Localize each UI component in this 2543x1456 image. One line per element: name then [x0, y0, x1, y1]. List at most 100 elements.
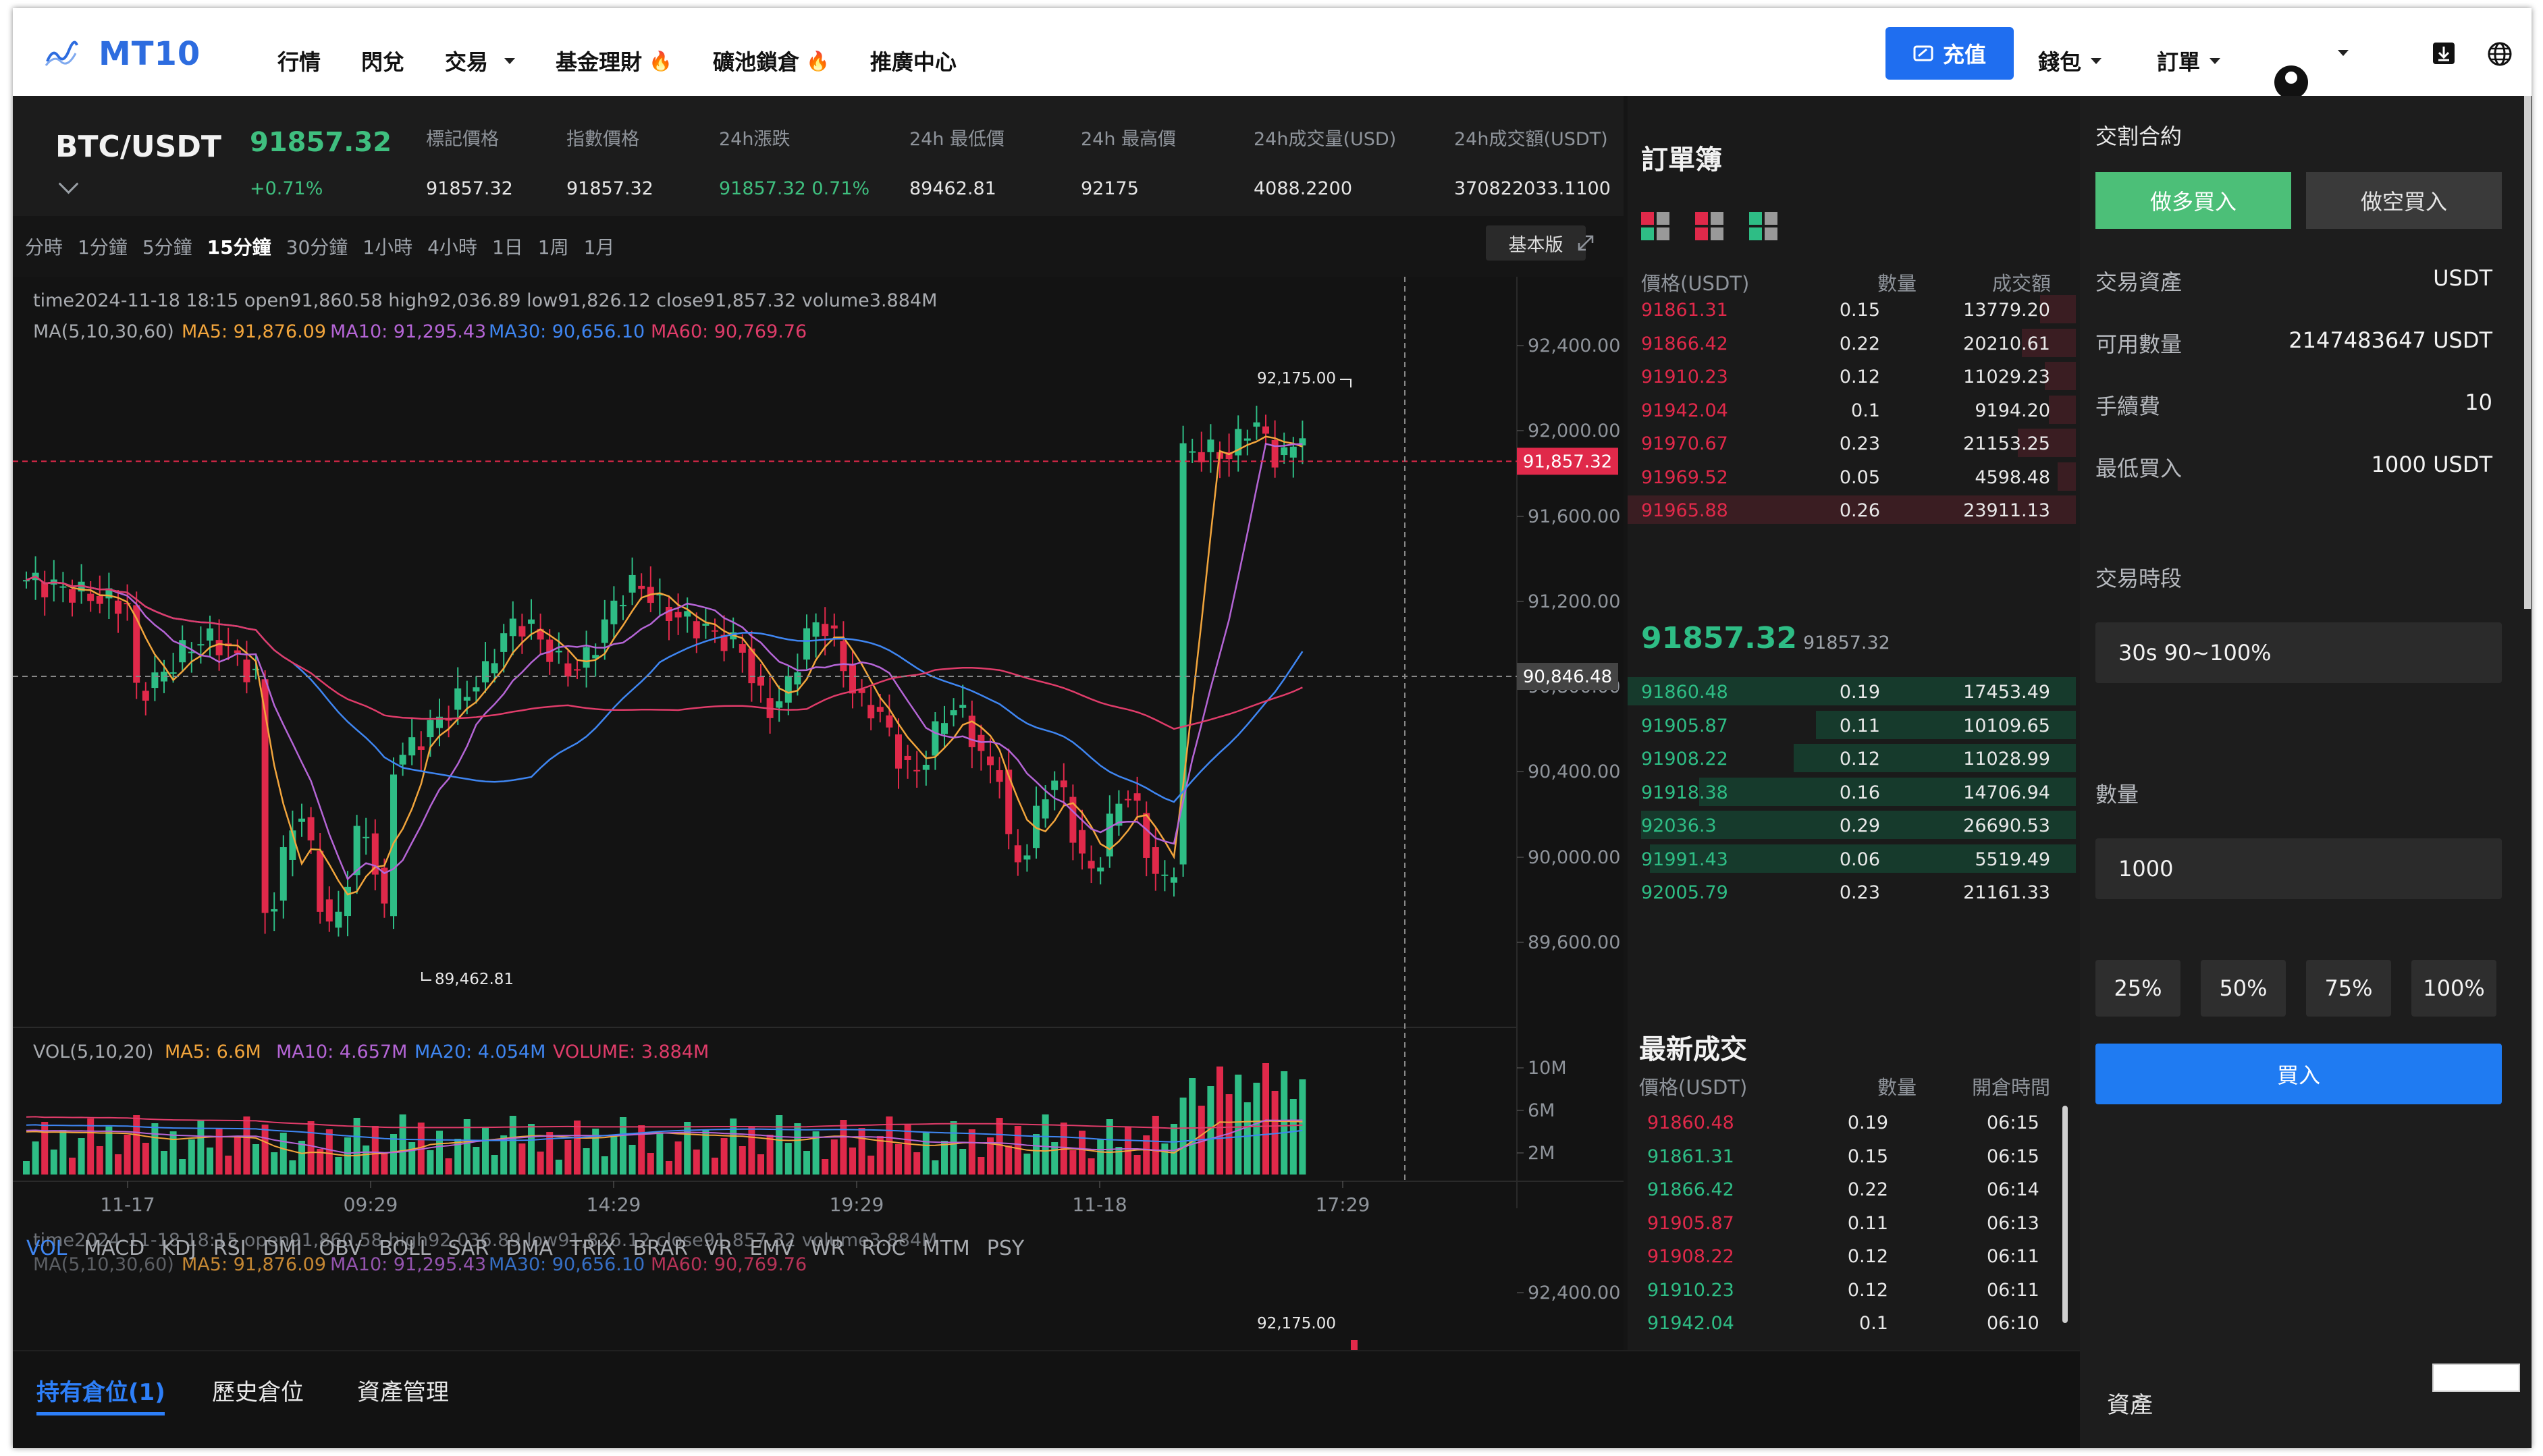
timeframe-tab[interactable]: 1小時 — [363, 236, 413, 259]
orders-menu[interactable]: 訂單 — [2157, 45, 2221, 76]
indicator-tab[interactable]: PSY — [986, 1237, 1025, 1260]
buy-button[interactable]: 買入 — [2095, 1044, 2502, 1104]
candle-body — [353, 826, 360, 875]
nav-item-5[interactable]: 推廣中心 — [870, 45, 957, 76]
nav-item-4[interactable]: 礦池鎖倉 🔥 — [713, 45, 830, 76]
nav-item-0[interactable]: 行情 — [277, 45, 321, 76]
indicator-tab[interactable]: KDJ — [161, 1237, 196, 1260]
timeframe-tab[interactable]: 1月 — [583, 236, 615, 259]
orderbook-row[interactable]: 91970.67 0.23 21153.25 — [1628, 427, 2076, 459]
chevron-down-icon[interactable] — [2338, 50, 2349, 56]
orderbook-row[interactable]: 91905.87 0.11 10109.65 — [1628, 709, 2076, 741]
orderbook-row[interactable]: 92005.79 0.23 21161.33 — [1628, 875, 2076, 908]
book-asks-icon[interactable] — [1695, 212, 1723, 240]
tab-history-positions[interactable]: 歷史倉位 — [212, 1379, 304, 1406]
timeframe-tab[interactable]: 5分鐘 — [142, 236, 192, 259]
candle — [1115, 790, 1123, 836]
buy-long-button[interactable]: 做多買入 — [2095, 172, 2291, 229]
indicator-tabs: VOL MACD KDJ RSI DMI OBV BOLL SAR DMA TRIX BRAR VR E… — [26, 1237, 1024, 1260]
orderbook-row[interactable]: 91969.52 0.05 4598.48 — [1628, 460, 2076, 493]
period-select[interactable]: 30s 90~100% — [2095, 622, 2502, 683]
pair-name[interactable]: BTC/USDT — [55, 130, 221, 164]
basic-version-button[interactable]: 基本版 — [1486, 225, 1586, 261]
indicator-tab[interactable]: EMV — [749, 1237, 794, 1260]
timeframe-tab[interactable]: 1日 — [491, 236, 523, 259]
candle-body — [317, 851, 324, 912]
candle-body — [574, 669, 581, 671]
candle — [748, 630, 755, 702]
candle-body — [886, 715, 893, 728]
indicator-tab[interactable]: WR — [810, 1237, 845, 1260]
buy-short-button[interactable]: 做空買入 — [2306, 172, 2502, 229]
candle-body — [105, 588, 113, 599]
candle-body — [509, 618, 516, 637]
fullscreen-icon[interactable] — [1574, 231, 1598, 255]
indicator-tab[interactable]: RSI — [213, 1237, 246, 1260]
pct-25-button[interactable]: 25% — [2095, 960, 2180, 1017]
nav-label: 基金理財 — [556, 49, 643, 75]
indicator-tab[interactable]: MTM — [922, 1237, 970, 1260]
orderbook-row[interactable]: 91991.43 0.06 5519.49 — [1628, 842, 2076, 875]
indicator-tab[interactable]: MACD — [84, 1237, 145, 1260]
timeframe-tab[interactable]: 1周 — [537, 236, 569, 259]
recharge-button[interactable]: 充值 — [1885, 27, 2014, 80]
row-amount: 0.06 — [1839, 848, 1880, 870]
indicator-tab[interactable]: SAR — [448, 1237, 489, 1260]
nav-item-3[interactable]: 基金理財 🔥 — [556, 45, 672, 76]
pct-75-button[interactable]: 75% — [2306, 960, 2391, 1017]
book-bids-icon[interactable] — [1749, 212, 1777, 240]
asset-label: 交易資產 — [2095, 269, 2183, 295]
download-icon[interactable] — [2431, 41, 2457, 66]
trade-row: 91866.42 0.22 06:14 — [13, 1179, 2072, 1212]
indicator-tab[interactable]: BRAR — [633, 1237, 689, 1260]
depth-bar — [1628, 495, 2076, 524]
orderbook-row[interactable]: 92036.3 0.29 26690.53 — [1628, 809, 2076, 841]
logo[interactable]: MT10 — [43, 35, 200, 73]
candle-body — [1042, 799, 1049, 819]
user-avatar-icon[interactable] — [2274, 65, 2308, 99]
indicator-tab[interactable]: DMI — [263, 1237, 302, 1260]
pct-50-button[interactable]: 50% — [2201, 960, 2286, 1017]
timeframe-tab[interactable]: 分時 — [25, 236, 63, 259]
orderbook-row[interactable]: 91965.88 0.26 23911.13 — [1628, 493, 2076, 526]
trades-scrollbar[interactable] — [2062, 1106, 2068, 1323]
tab-open-positions[interactable]: 持有倉位(1) — [36, 1379, 165, 1406]
orderbook-row[interactable]: 91918.38 0.16 14706.94 — [1628, 776, 2076, 808]
volume-bar — [105, 1127, 113, 1175]
indicator-tab[interactable]: TRIX — [569, 1237, 616, 1260]
nav-item-1[interactable]: 閃兌 — [361, 45, 404, 76]
tab-asset-management[interactable]: 資產管理 — [357, 1379, 449, 1406]
indicator-tab[interactable]: OBV — [319, 1237, 363, 1260]
volume-bar — [546, 1132, 554, 1175]
indicator-tab[interactable]: ROC — [861, 1237, 906, 1260]
timeframe-tab[interactable]: 1分鐘 — [78, 236, 128, 259]
indicator-tab[interactable]: DMA — [506, 1237, 553, 1260]
nav-item-2[interactable]: 交易 — [445, 45, 516, 76]
timeframe-tab[interactable]: 30分鐘 — [286, 236, 348, 259]
kline-svg[interactable]: 92,400.00 92,000.00 91,600.00 91,200.00 90,8… — [13, 277, 1624, 1350]
volume-bar — [766, 1135, 774, 1175]
indicator-tab[interactable]: VOL — [26, 1237, 68, 1260]
indicator-tab[interactable]: BOLL — [379, 1237, 431, 1260]
orderbook-row[interactable]: 91910.23 0.12 11029.23 — [1628, 360, 2076, 392]
orderbook-row[interactable]: 91860.48 0.19 17453.49 — [1628, 675, 2076, 707]
orderbook-row[interactable]: 91942.04 0.1 9194.20 — [1628, 394, 2076, 426]
wallet-menu[interactable]: 錢包 — [2038, 45, 2102, 76]
timeframe-tab[interactable]: 15分鐘 — [207, 236, 271, 259]
amount-input[interactable]: 1000 — [2095, 838, 2502, 899]
globe-icon[interactable] — [2486, 41, 2513, 68]
candle-body — [941, 723, 948, 734]
candle — [151, 655, 159, 701]
trade-panel-scrollbar[interactable] — [2524, 96, 2531, 609]
row-total: 13779.20 — [1963, 300, 2050, 321]
book-both-icon[interactable] — [1641, 212, 1669, 240]
pct-100-button[interactable]: 100% — [2411, 960, 2496, 1017]
candle — [867, 686, 875, 730]
timeframe-tab[interactable]: 4小時 — [427, 236, 477, 259]
orderbook-row[interactable]: 91908.22 0.12 11028.99 — [1628, 742, 2076, 774]
orderbook-row[interactable]: 91861.31 0.15 13779.20 — [1628, 293, 2076, 325]
indicator-tab[interactable]: VR — [705, 1237, 733, 1260]
orderbook-row[interactable]: 91866.42 0.22 20210.61 — [1628, 327, 2076, 359]
kline-chart[interactable]: 92,400.00 92,000.00 91,600.00 91,200.00 90,8… — [13, 277, 1624, 1350]
chevron-down-icon[interactable] — [58, 173, 79, 194]
